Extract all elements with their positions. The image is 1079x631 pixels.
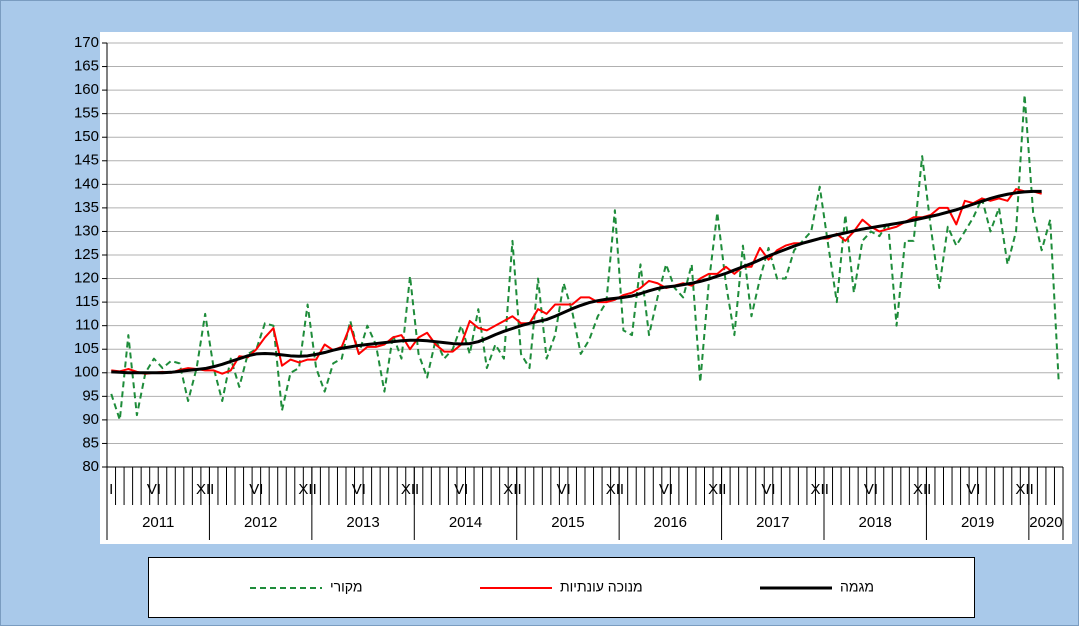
x-tick-label: XII [503,481,521,498]
y-tick-label: 115 [75,293,99,310]
x-group-label: 2020 [1029,514,1062,531]
y-tick-label: 155 [74,105,99,122]
y-tick-label: 130 [74,222,99,239]
legend-label: מקורי [330,579,363,595]
x-tick-label: VI [147,481,161,498]
y-tick-label: 165 [74,58,99,75]
x-group-label: 2013 [346,514,379,531]
y-tick-label: 145 [74,152,99,169]
y-tick-label: 170 [74,34,99,51]
y-tick-label: 125 [74,246,99,263]
x-group-label: 2019 [961,514,994,531]
x-group-label: 2016 [654,514,687,531]
y-tick-label: 135 [74,199,99,216]
y-tick-label: 110 [75,317,99,334]
series-line [110,93,1060,421]
series-line [111,188,1042,375]
y-tick-label: 140 [74,175,99,192]
x-group-label: 2012 [244,514,277,531]
x-tick-label: VI [249,481,263,498]
y-tick-label: 160 [74,81,99,98]
plot-background [100,32,1072,544]
x-tick-label: XII [401,481,419,498]
x-tick-label: VI [761,481,775,498]
y-tick-label: 105 [74,340,99,357]
x-tick-label: XII [1015,481,1033,498]
y-tick-label: 150 [74,128,99,145]
y-tick-label: 90 [82,411,99,428]
legend-box [148,557,975,618]
x-group-label: 2011 [142,514,174,531]
x-tick-label: XII [708,481,726,498]
legend-label: מנוכה עונתיות [560,579,643,595]
x-group-label: 2015 [551,514,584,531]
x-tick-label: XII [196,481,214,498]
x-group-label: 2017 [756,514,789,531]
y-tick-label: 100 [74,364,99,381]
x-group-label: 2014 [449,514,482,531]
y-tick-label: 120 [74,270,99,287]
x-tick-label: XII [811,481,829,498]
x-tick-label: XII [606,481,624,498]
x-tick-label: VI [352,481,366,498]
x-tick-label: VI [557,481,571,498]
y-tick-label: 80 [82,458,99,475]
y-tick-label: 85 [82,434,99,451]
series-line [111,189,1042,375]
x-tick-label: I [109,481,113,498]
x-tick-label: VI [659,481,673,498]
legend-label: מגמה [840,579,874,595]
y-tick-label: 95 [82,387,99,404]
x-tick-label: XII [298,481,316,498]
x-group-label: 2018 [859,514,892,531]
x-tick-label: VI [864,481,878,498]
x-tick-label: VI [454,481,468,498]
x-tick-label: VI [966,481,980,498]
x-tick-label: XII [913,481,931,498]
